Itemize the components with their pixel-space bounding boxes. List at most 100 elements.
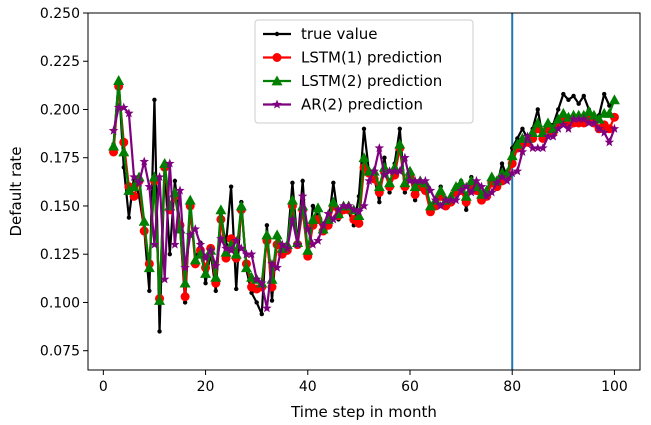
- data-point: [522, 131, 533, 141]
- data-point: [455, 177, 467, 188]
- data-point: [221, 243, 231, 253]
- data-point: [147, 288, 152, 294]
- x-tick-label: 80: [503, 379, 521, 395]
- data-point: [441, 195, 451, 205]
- data-point: [264, 223, 270, 228]
- data-point: [272, 53, 282, 62]
- data-point: [259, 311, 264, 317]
- x-axis-label: Time step in month: [290, 403, 437, 421]
- data-point: [538, 143, 548, 153]
- data-point: [144, 181, 155, 191]
- data-point: [465, 175, 477, 186]
- data-point: [533, 143, 543, 153]
- data-point: [602, 91, 607, 97]
- legend-box: [254, 19, 474, 124]
- data-point: [290, 180, 295, 186]
- data-point: [512, 166, 523, 176]
- data-point: [231, 235, 241, 245]
- x-tick-label: 40: [299, 379, 317, 395]
- y-tick-label: 0.075: [40, 344, 80, 360]
- data-point: [277, 239, 287, 249]
- data-point: [266, 273, 278, 284]
- data-point: [487, 187, 497, 197]
- data-point: [599, 127, 609, 137]
- data-point: [415, 175, 425, 185]
- data-point: [287, 214, 298, 224]
- data-point: [241, 249, 252, 259]
- data-point: [497, 172, 507, 182]
- data-point: [542, 117, 554, 128]
- data-point: [507, 168, 517, 178]
- data-point: [228, 184, 234, 189]
- data-point: [353, 210, 365, 221]
- data-point: [537, 127, 549, 138]
- data-point: [409, 181, 421, 192]
- x-tick-label: 60: [401, 379, 419, 395]
- data-point: [269, 298, 275, 303]
- data-point: [240, 262, 252, 273]
- x-tick-label: 20: [197, 379, 215, 395]
- data-point: [589, 117, 599, 128]
- data-point: [558, 119, 569, 129]
- data-point: [179, 277, 191, 288]
- data-point: [175, 185, 185, 195]
- data-point: [384, 166, 395, 176]
- data-point: [310, 203, 316, 209]
- data-point: [182, 300, 188, 305]
- data-point: [435, 200, 446, 211]
- data-point: [553, 123, 563, 133]
- data-point: [292, 239, 303, 249]
- data-point: [446, 195, 456, 205]
- legend-label: LSTM(2) prediction: [301, 72, 442, 90]
- data-point: [399, 177, 411, 188]
- data-point: [119, 102, 129, 112]
- data-point: [378, 161, 390, 172]
- series-layer: [108, 75, 620, 334]
- data-point: [349, 204, 359, 214]
- data-point: [557, 107, 569, 118]
- data-point: [286, 194, 298, 205]
- data-point: [108, 140, 120, 151]
- legend-item: LSTM(1) prediction: [263, 49, 442, 67]
- data-point: [185, 229, 195, 239]
- data-point: [593, 113, 605, 124]
- y-tick-label: 0.200: [40, 102, 80, 118]
- data-point: [410, 189, 420, 199]
- data-point: [303, 224, 313, 234]
- data-point: [226, 245, 236, 255]
- y-tick-label: 0.125: [40, 247, 80, 263]
- data-point: [124, 108, 134, 118]
- data-point: [527, 143, 538, 153]
- data-point: [157, 329, 162, 334]
- data-point: [126, 215, 132, 220]
- data-point: [200, 253, 211, 263]
- data-point: [205, 245, 216, 255]
- data-point: [374, 143, 385, 153]
- data-point: [167, 252, 172, 257]
- data-point: [466, 187, 477, 197]
- data-point: [216, 233, 226, 243]
- data-point: [456, 185, 466, 195]
- data-point: [194, 248, 206, 259]
- data-point: [210, 271, 222, 282]
- data-point: [382, 155, 387, 160]
- data-point: [364, 175, 374, 185]
- data-point: [215, 204, 227, 215]
- data-point: [118, 146, 130, 157]
- data-point: [113, 75, 125, 85]
- data-point: [476, 181, 487, 191]
- y-tick-label: 0.100: [40, 295, 80, 311]
- data-point: [517, 146, 528, 156]
- data-point: [200, 268, 212, 278]
- data-point: [172, 178, 178, 184]
- data-point: [548, 131, 558, 141]
- data-point: [170, 239, 180, 249]
- data-point: [271, 229, 283, 240]
- data-point: [139, 156, 149, 166]
- data-point: [234, 286, 239, 292]
- data-point: [148, 171, 160, 182]
- data-point: [515, 136, 520, 141]
- data-point: [274, 31, 280, 37]
- data-point: [450, 181, 462, 192]
- data-point: [128, 181, 140, 192]
